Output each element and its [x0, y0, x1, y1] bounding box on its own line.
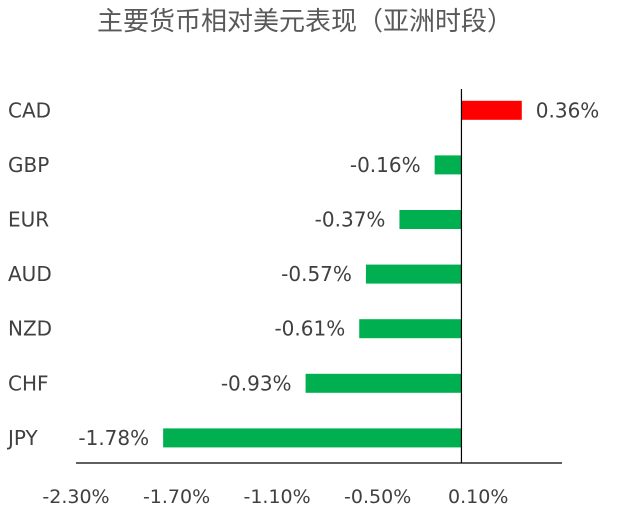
bar-gbp [434, 155, 462, 175]
bar-nzd [359, 319, 462, 339]
chart-title: 主要货币相对美元表现（亚洲时段） [97, 7, 513, 37]
value-label-jpy: -1.78% [78, 426, 149, 450]
x-tick-label: -1.70% [143, 486, 210, 508]
category-label-jpy: JPY [6, 426, 39, 450]
category-label-nzd: NZD [8, 317, 52, 341]
category-label-gbp: GBP [8, 153, 49, 177]
bar-chf [305, 373, 462, 393]
value-label-aud: -0.57% [281, 262, 352, 286]
axes [76, 89, 562, 464]
value-labels: 0.36% -0.16% -0.37% -0.57% -0.61% -0.93% -1.78… [78, 98, 599, 450]
value-label-chf: -0.93% [221, 371, 292, 395]
bars-group [163, 100, 522, 448]
value-label-gbp: -0.16% [350, 153, 421, 177]
bar-aud [365, 264, 462, 284]
category-label-cad: CAD [8, 98, 51, 122]
category-label-aud: AUD [8, 262, 52, 286]
x-tick-labels: -2.30% -1.70% -1.10% -0.50% 0.10% [42, 486, 508, 508]
value-label-eur: -0.37% [315, 208, 386, 232]
category-label-eur: EUR [8, 208, 49, 232]
category-label-chf: CHF [8, 371, 49, 395]
x-tick-label: -0.50% [344, 486, 411, 508]
x-tick-label: -1.10% [243, 486, 310, 508]
value-label-nzd: -0.61% [274, 317, 345, 341]
bar-cad [461, 100, 522, 120]
value-label-cad: 0.36% [536, 98, 600, 122]
x-tick-label: -2.30% [42, 486, 109, 508]
bar-jpy [163, 428, 462, 448]
bar-eur [399, 210, 462, 229]
x-tick-label: 0.10% [448, 486, 508, 508]
category-labels: CAD GBP EUR AUD NZD CHF JPY [6, 98, 52, 450]
